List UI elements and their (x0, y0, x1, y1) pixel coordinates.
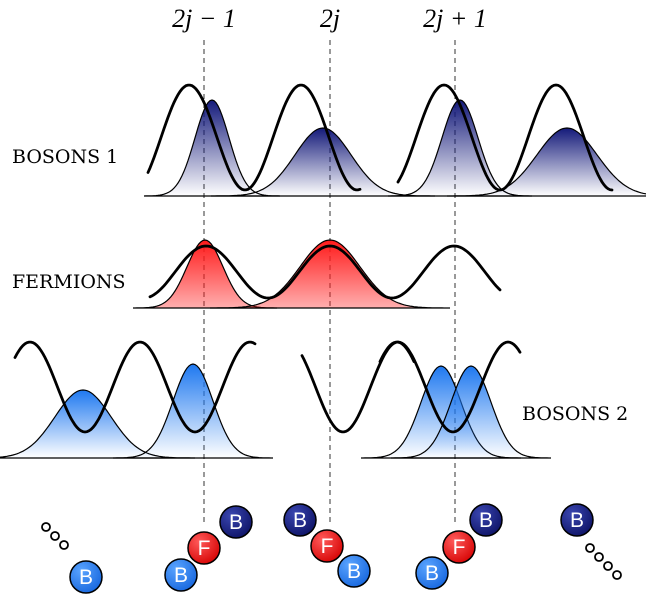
boson1-particle: B (560, 503, 594, 537)
particles: B B B F B B F B B F (41, 503, 622, 594)
optical-lattice-potential (13, 340, 257, 434)
wavefunction-boson1 (143, 99, 281, 197)
boson2-letter: B (174, 564, 188, 587)
fermion-letter: F (453, 536, 466, 559)
boson1-letter: B (293, 509, 307, 532)
boson1-letter: B (479, 509, 493, 532)
site-label-left: 2j − 1 (172, 4, 236, 33)
site-label-middle: 2j (320, 4, 340, 33)
wavefunction-boson1 (211, 127, 435, 197)
wavefunction-boson2 (113, 363, 273, 459)
row-bosons2 (0, 340, 551, 459)
optical-lattice-potential (146, 83, 362, 192)
wavefunction-fermion (133, 239, 277, 309)
boson2-letter: B (425, 562, 439, 585)
wavefunction-fermion (210, 239, 450, 309)
row-bosons1 (143, 83, 646, 197)
boson1-letter: B (229, 511, 243, 534)
wavefunction-boson1 (447, 127, 646, 197)
ellipsis-dots-right (585, 543, 622, 580)
row-label-bosons2: BOSONS 2 (522, 403, 628, 425)
boson1-letter: B (570, 509, 584, 532)
boson2-letter: B (79, 566, 93, 589)
fermion-letter: F (321, 535, 334, 558)
particle-cluster-middle: B B F (283, 503, 371, 588)
fermion-letter: F (198, 537, 211, 560)
optical-lattice-potential (148, 244, 502, 300)
row-label-bosons1: BOSONS 1 (12, 146, 118, 168)
optical-lattice-potential (378, 340, 416, 363)
row-fermions (133, 239, 502, 309)
particle-cluster-right: B B F (415, 503, 503, 590)
optical-lattice-potential (396, 83, 614, 192)
boson2-letter: B (347, 560, 361, 583)
particle-cluster-left: B B F (164, 505, 253, 592)
site-label-right: 2j + 1 (423, 4, 487, 33)
row-label-fermions: FERMIONS (12, 271, 126, 293)
boson2-particle: B (69, 560, 103, 594)
ellipsis-dots-left (41, 522, 69, 550)
